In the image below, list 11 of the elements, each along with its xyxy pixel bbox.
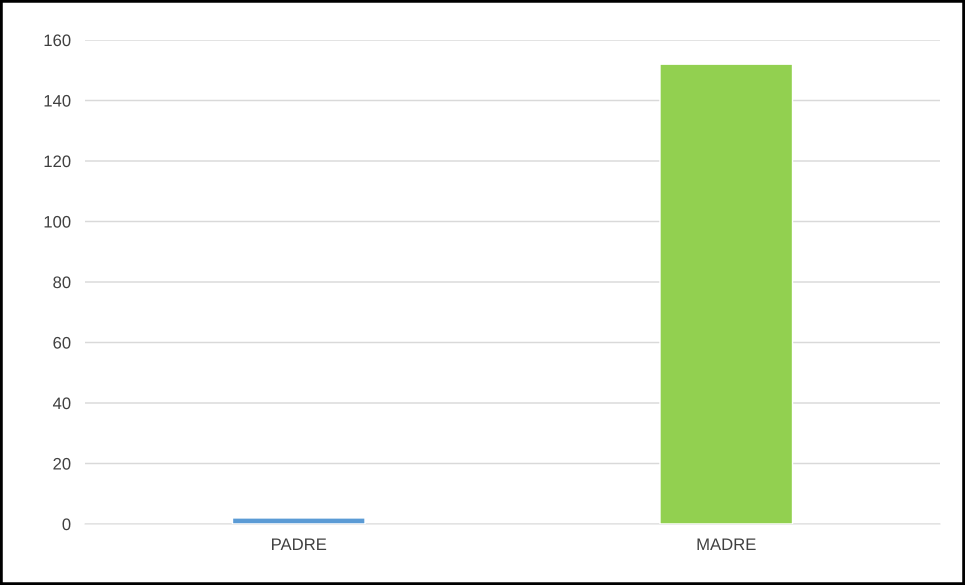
y-tick-label: 80 xyxy=(53,276,70,288)
y-tick-label: 0 xyxy=(62,518,70,530)
y-tick-label: 60 xyxy=(53,336,70,349)
y-tick-label: 160 xyxy=(44,34,70,46)
y-tick-label: 20 xyxy=(53,458,70,470)
y-tick-label: 140 xyxy=(44,94,70,107)
y-tick-label: 100 xyxy=(44,216,70,228)
y-tick-label: 120 xyxy=(44,155,70,168)
x-tick-label: MADRE xyxy=(698,538,756,550)
x-tick-label: PADRE xyxy=(272,538,326,550)
y-tick-label: 40 xyxy=(52,397,70,410)
